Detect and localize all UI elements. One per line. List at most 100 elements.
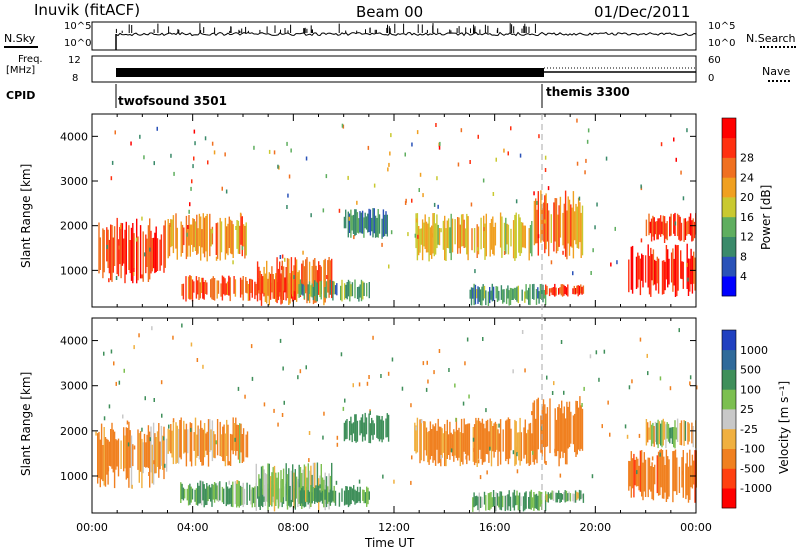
- echo-streak: [667, 456, 669, 500]
- scatter-echo: [433, 202, 436, 207]
- echo-streak: [368, 413, 370, 443]
- echo-streak: [349, 281, 351, 302]
- echo-streak: [432, 424, 434, 463]
- scatter-echo: [323, 411, 325, 416]
- echo-streak: [315, 485, 317, 502]
- echo-streak: [186, 488, 188, 501]
- echo-streak: [581, 205, 584, 256]
- echo-streak: [669, 427, 671, 444]
- echo-streak: [645, 419, 648, 446]
- echo-streak: [581, 286, 583, 295]
- echo-streak: [575, 203, 577, 245]
- echo-streak: [666, 221, 668, 241]
- echo-streak: [674, 244, 677, 297]
- echo-streak: [673, 450, 675, 492]
- echo-streak: [151, 238, 153, 272]
- echo-streak: [368, 208, 370, 232]
- echo-streak: [437, 224, 439, 245]
- echo-streak: [495, 492, 497, 512]
- echo-streak: [489, 492, 491, 511]
- echo-streak: [372, 208, 374, 238]
- echo-streak: [546, 494, 548, 502]
- echo-streak: [539, 491, 542, 507]
- echo-streak: [295, 259, 298, 302]
- echo-streak: [445, 228, 447, 261]
- echo-streak: [481, 497, 483, 508]
- scatter-echo: [293, 275, 295, 280]
- scatter-echo: [516, 452, 518, 457]
- scatter-echo: [404, 152, 406, 157]
- echo-streak: [350, 209, 352, 238]
- echo-streak: [268, 463, 270, 507]
- scatter-echo: [609, 432, 611, 437]
- echo-streak: [111, 225, 113, 282]
- scatter-echo: [356, 200, 358, 205]
- echo-streak: [197, 228, 199, 254]
- echo-streak: [189, 422, 191, 462]
- freq-left-tick-top: 12: [68, 55, 81, 66]
- echo-streak: [473, 424, 476, 466]
- echo-streak: [180, 221, 182, 257]
- colorbar-segment: [722, 236, 736, 257]
- echo-streak: [557, 214, 559, 251]
- scatter-echo: [372, 335, 374, 340]
- echo-streak: [254, 486, 256, 508]
- echo-streak: [470, 287, 473, 306]
- echo-streak: [256, 281, 259, 302]
- echo-streak: [508, 490, 510, 507]
- echo-streak: [657, 419, 659, 449]
- echo-streak: [365, 417, 368, 435]
- echo-streak: [360, 417, 362, 434]
- scatter-echo: [469, 160, 471, 164]
- colorbar-tick-label: 25: [740, 403, 754, 416]
- echo-streak: [252, 487, 255, 504]
- echo-streak: [531, 433, 533, 451]
- echo-streak: [361, 414, 364, 442]
- echo-streak: [130, 227, 133, 281]
- ytick-label: 2000: [60, 220, 88, 233]
- echo-streak: [477, 226, 480, 255]
- echo-streak: [522, 496, 525, 512]
- echo-streak: [647, 244, 649, 288]
- scatter-echo: [215, 256, 218, 261]
- echo-streak: [241, 216, 243, 257]
- echo-streak: [189, 275, 191, 300]
- scatter-echo: [477, 459, 480, 464]
- echo-streak: [303, 266, 306, 300]
- scatter-echo: [211, 229, 214, 234]
- scatter-echo: [202, 364, 204, 369]
- echo-streak: [664, 261, 666, 291]
- scatter-echo: [366, 381, 369, 386]
- scatter-echo: [139, 134, 141, 139]
- echo-streak: [136, 218, 138, 284]
- echo-streak: [674, 420, 676, 449]
- echo-streak: [223, 488, 225, 504]
- echo-streak: [680, 420, 683, 446]
- colorbar-segment: [722, 409, 736, 430]
- echo-streak: [661, 450, 664, 499]
- echo-streak: [225, 283, 227, 295]
- scatter-echo: [628, 385, 631, 390]
- echo-streak: [479, 496, 482, 508]
- echo-streak: [628, 259, 630, 293]
- echo-streak: [294, 469, 296, 510]
- scatter-echo: [551, 391, 554, 395]
- scatter-echo: [696, 385, 698, 390]
- echo-streak: [158, 423, 160, 478]
- echo-streak: [637, 252, 639, 288]
- echo-streak: [279, 261, 281, 293]
- echo-streak: [340, 285, 342, 301]
- echo-streak: [119, 227, 121, 265]
- echo-streak: [471, 228, 473, 251]
- echo-streak: [581, 408, 584, 451]
- echo-streak: [509, 496, 512, 511]
- echo-streak: [172, 420, 175, 465]
- echo-streak: [489, 418, 491, 450]
- echo-streak: [507, 285, 509, 299]
- scatter-echo: [221, 186, 223, 191]
- echo-streak: [673, 427, 675, 448]
- echo-streak: [354, 414, 356, 442]
- echo-streak: [288, 258, 290, 305]
- freq-left-tick-bottom: 8: [72, 73, 79, 84]
- echo-streak: [236, 220, 238, 249]
